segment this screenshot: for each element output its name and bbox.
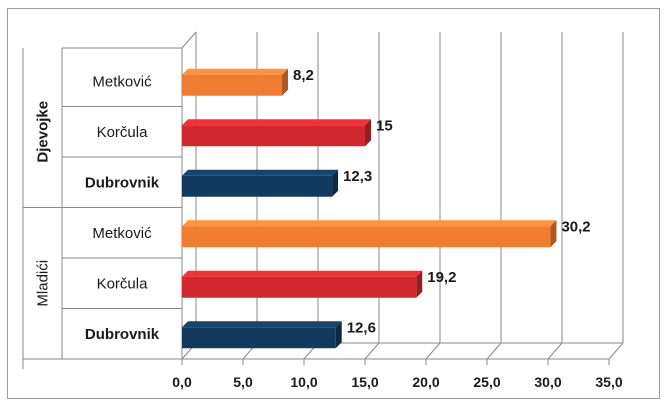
gridline-depth (425, 342, 441, 360)
bar (182, 74, 283, 96)
category-label: Dubrovnik (85, 326, 160, 343)
x-tick-label: 35,0 (595, 374, 622, 390)
bar-side-face (416, 270, 423, 298)
category-label: Metković (92, 73, 152, 90)
bar-side-face (335, 321, 342, 349)
bar (182, 226, 551, 248)
gridline-depth (608, 342, 624, 360)
bar-side-face (332, 169, 339, 197)
x-tick-label: 25,0 (473, 374, 500, 390)
data-label: 8,2 (293, 67, 314, 84)
bar (182, 276, 417, 298)
x-tick-label: 15,0 (351, 374, 378, 390)
y-axis-top (181, 31, 197, 49)
category-label: Korčula (97, 275, 149, 292)
data-label: 15 (376, 117, 393, 134)
gridline-depth (486, 342, 502, 360)
group-label: Djevojke (35, 101, 52, 163)
x-tick-label: 0,0 (172, 374, 192, 390)
category-label: Metković (92, 225, 152, 242)
gridline-depth (547, 342, 563, 360)
category-label: Korčula (97, 124, 149, 141)
bar-top-face (182, 169, 339, 176)
bar-top-face (182, 321, 342, 328)
gridline-depth (364, 342, 380, 360)
data-label: 12,3 (343, 168, 372, 185)
bar-side-face (282, 68, 289, 96)
bar-side-face (365, 119, 371, 147)
data-label: 19,2 (427, 269, 456, 286)
x-tick-label: 30,0 (534, 374, 561, 390)
data-label: 12,6 (347, 319, 376, 336)
bar-top-face (182, 68, 289, 75)
x-tick-label: 20,0 (412, 374, 439, 390)
bar-top-face (182, 270, 423, 277)
category-label: Dubrovnik (85, 174, 160, 191)
group-label: Mladići (35, 260, 52, 307)
bar (182, 175, 333, 197)
bar-side-face (550, 220, 557, 248)
bar (182, 327, 336, 349)
bar-top-face (182, 119, 371, 126)
x-tick-label: 10,0 (290, 374, 317, 390)
bar-top-face (182, 220, 557, 227)
bar (182, 125, 365, 147)
data-label: 30,2 (561, 218, 590, 235)
x-tick-label: 5,0 (233, 374, 253, 390)
